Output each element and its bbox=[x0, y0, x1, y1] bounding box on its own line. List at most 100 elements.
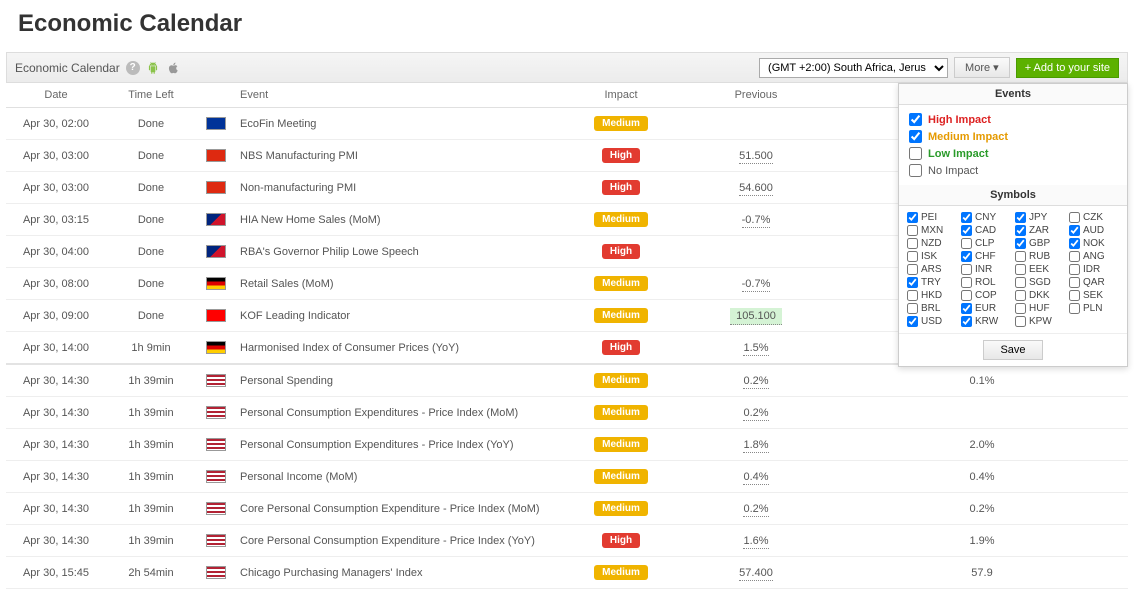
symbol-checkbox[interactable]: ZAR bbox=[1015, 225, 1065, 236]
symbol-checkbox-input[interactable] bbox=[1015, 303, 1026, 314]
symbol-checkbox[interactable]: AUD bbox=[1069, 225, 1119, 236]
symbol-checkbox[interactable]: PEI bbox=[907, 212, 957, 223]
impact-label[interactable]: No Impact bbox=[928, 165, 978, 177]
symbol-checkbox-input[interactable] bbox=[961, 277, 972, 288]
symbol-checkbox-input[interactable] bbox=[907, 212, 918, 223]
impact-label[interactable]: High Impact bbox=[928, 114, 991, 126]
symbol-checkbox[interactable]: DKK bbox=[1015, 290, 1065, 301]
symbol-checkbox-input[interactable] bbox=[961, 264, 972, 275]
symbol-checkbox[interactable]: EUR bbox=[961, 303, 1011, 314]
symbol-checkbox[interactable]: BRL bbox=[907, 303, 957, 314]
symbol-checkbox-input[interactable] bbox=[1015, 290, 1026, 301]
symbol-checkbox[interactable]: NZD bbox=[907, 238, 957, 249]
table-row[interactable]: Apr 30, 14:30 1h 39min Personal Consumpt… bbox=[6, 429, 1128, 461]
help-icon[interactable]: ? bbox=[126, 61, 140, 75]
symbol-checkbox[interactable]: CZK bbox=[1069, 212, 1119, 223]
symbol-checkbox-input[interactable] bbox=[961, 290, 972, 301]
symbol-checkbox-input[interactable] bbox=[961, 303, 972, 314]
cell-event[interactable]: Personal Consumption Expenditures - Pric… bbox=[236, 429, 566, 461]
symbol-checkbox-input[interactable] bbox=[1069, 251, 1080, 262]
cell-event[interactable]: NBS Manufacturing PMI bbox=[236, 140, 566, 172]
symbol-checkbox-input[interactable] bbox=[1015, 316, 1026, 327]
table-row[interactable]: Apr 30, 14:30 1h 39min Personal Income (… bbox=[6, 461, 1128, 493]
symbol-checkbox[interactable]: CLP bbox=[961, 238, 1011, 249]
symbol-checkbox-input[interactable] bbox=[907, 277, 918, 288]
timezone-select[interactable]: (GMT +2:00) South Africa, Jerus bbox=[759, 58, 948, 78]
save-button[interactable]: Save bbox=[983, 340, 1042, 360]
symbol-checkbox[interactable]: CHF bbox=[961, 251, 1011, 262]
impact-label[interactable]: Low Impact bbox=[928, 148, 989, 160]
symbol-checkbox[interactable]: KPW bbox=[1015, 316, 1065, 327]
symbol-checkbox[interactable]: RUB bbox=[1015, 251, 1065, 262]
symbol-checkbox[interactable]: QAR bbox=[1069, 277, 1119, 288]
symbol-checkbox[interactable]: PLN bbox=[1069, 303, 1119, 314]
cell-event[interactable]: EcoFin Meeting bbox=[236, 108, 566, 140]
symbol-checkbox-input[interactable] bbox=[1069, 303, 1080, 314]
symbol-checkbox[interactable]: SEK bbox=[1069, 290, 1119, 301]
symbol-checkbox-input[interactable] bbox=[961, 225, 972, 236]
cell-event[interactable]: Retail Sales (MoM) bbox=[236, 268, 566, 300]
symbol-checkbox-input[interactable] bbox=[907, 316, 918, 327]
symbol-checkbox[interactable]: ROL bbox=[961, 277, 1011, 288]
symbol-checkbox-input[interactable] bbox=[907, 303, 918, 314]
impact-checkbox[interactable] bbox=[909, 113, 922, 126]
symbol-checkbox-input[interactable] bbox=[1015, 212, 1026, 223]
impact-checkbox[interactable] bbox=[909, 147, 922, 160]
symbol-checkbox-input[interactable] bbox=[1015, 225, 1026, 236]
cell-event[interactable]: Chicago Purchasing Managers' Index bbox=[236, 557, 566, 589]
symbol-checkbox[interactable]: ARS bbox=[907, 264, 957, 275]
symbol-checkbox[interactable]: MXN bbox=[907, 225, 957, 236]
symbol-checkbox[interactable]: TRY bbox=[907, 277, 957, 288]
symbol-checkbox[interactable]: USD bbox=[907, 316, 957, 327]
symbol-checkbox[interactable]: IDR bbox=[1069, 264, 1119, 275]
symbol-checkbox[interactable]: NOK bbox=[1069, 238, 1119, 249]
symbol-checkbox[interactable]: JPY bbox=[1015, 212, 1065, 223]
impact-checkbox[interactable] bbox=[909, 164, 922, 177]
symbol-checkbox[interactable]: EEK bbox=[1015, 264, 1065, 275]
symbol-checkbox[interactable]: ISK bbox=[907, 251, 957, 262]
table-row[interactable]: Apr 30, 14:30 1h 39min Personal Consumpt… bbox=[6, 397, 1128, 429]
impact-checkbox[interactable] bbox=[909, 130, 922, 143]
symbol-checkbox-input[interactable] bbox=[907, 290, 918, 301]
symbol-checkbox-input[interactable] bbox=[1069, 290, 1080, 301]
cell-event[interactable]: Personal Spending bbox=[236, 364, 566, 397]
cell-event[interactable]: Non-manufacturing PMI bbox=[236, 172, 566, 204]
impact-label[interactable]: Medium Impact bbox=[928, 131, 1008, 143]
symbol-checkbox[interactable]: INR bbox=[961, 264, 1011, 275]
symbol-checkbox-input[interactable] bbox=[961, 316, 972, 327]
cell-event[interactable]: RBA's Governor Philip Lowe Speech bbox=[236, 236, 566, 268]
add-to-site-button[interactable]: + Add to your site bbox=[1016, 58, 1119, 78]
symbol-checkbox[interactable]: KRW bbox=[961, 316, 1011, 327]
cell-event[interactable]: Personal Consumption Expenditures - Pric… bbox=[236, 397, 566, 429]
symbol-checkbox[interactable]: GBP bbox=[1015, 238, 1065, 249]
symbol-checkbox-input[interactable] bbox=[1015, 251, 1026, 262]
cell-event[interactable]: Harmonised Index of Consumer Prices (YoY… bbox=[236, 332, 566, 365]
cell-event[interactable]: Core Personal Consumption Expenditure - … bbox=[236, 493, 566, 525]
symbol-checkbox-input[interactable] bbox=[1069, 277, 1080, 288]
more-button[interactable]: More ▾ bbox=[954, 57, 1010, 78]
symbol-checkbox-input[interactable] bbox=[961, 238, 972, 249]
apple-icon[interactable] bbox=[166, 61, 180, 75]
symbol-checkbox-input[interactable] bbox=[961, 212, 972, 223]
symbol-checkbox-input[interactable] bbox=[1069, 212, 1080, 223]
symbol-checkbox[interactable]: HKD bbox=[907, 290, 957, 301]
symbol-checkbox-input[interactable] bbox=[907, 264, 918, 275]
symbol-checkbox-input[interactable] bbox=[1015, 277, 1026, 288]
symbol-checkbox[interactable]: COP bbox=[961, 290, 1011, 301]
cell-event[interactable]: KOF Leading Indicator bbox=[236, 300, 566, 332]
symbol-checkbox-input[interactable] bbox=[1069, 264, 1080, 275]
symbol-checkbox[interactable]: CAD bbox=[961, 225, 1011, 236]
symbol-checkbox-input[interactable] bbox=[907, 225, 918, 236]
android-icon[interactable] bbox=[146, 61, 160, 75]
symbol-checkbox-input[interactable] bbox=[1069, 238, 1080, 249]
symbol-checkbox-input[interactable] bbox=[1015, 238, 1026, 249]
symbol-checkbox[interactable]: CNY bbox=[961, 212, 1011, 223]
table-row[interactable]: Apr 30, 14:30 1h 39min Core Personal Con… bbox=[6, 493, 1128, 525]
symbol-checkbox-input[interactable] bbox=[961, 251, 972, 262]
symbol-checkbox[interactable]: ANG bbox=[1069, 251, 1119, 262]
symbol-checkbox[interactable]: SGD bbox=[1015, 277, 1065, 288]
cell-event[interactable]: HIA New Home Sales (MoM) bbox=[236, 204, 566, 236]
symbol-checkbox-input[interactable] bbox=[1015, 264, 1026, 275]
symbol-checkbox-input[interactable] bbox=[907, 238, 918, 249]
symbol-checkbox-input[interactable] bbox=[907, 251, 918, 262]
